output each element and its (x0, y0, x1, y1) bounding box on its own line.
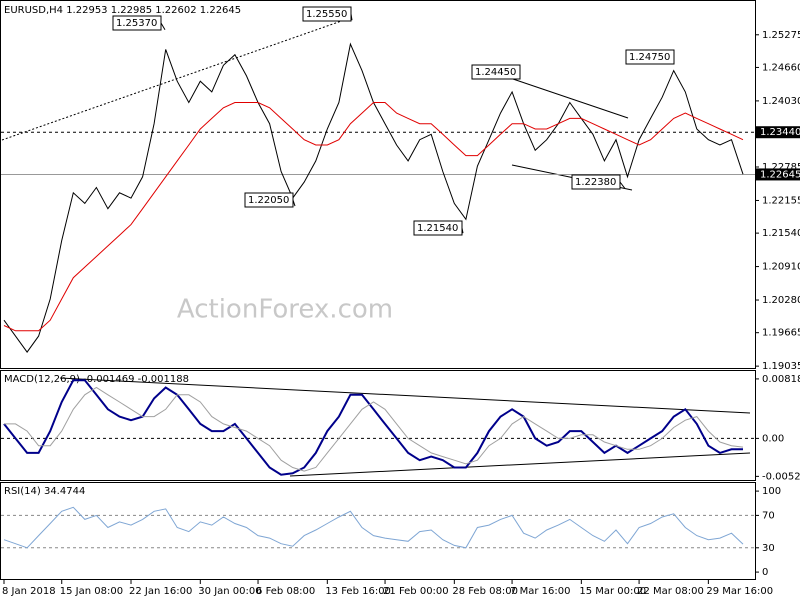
x-tick-label: 7 Mar 16:00 (510, 586, 570, 597)
x-tick-label: 6 Feb 08:00 (256, 586, 315, 597)
x-tick-label: 13 Feb 16:00 (325, 586, 391, 597)
trend-line (289, 452, 751, 477)
series-line (3, 102, 744, 332)
y-tick-label: 1.22785 (762, 162, 800, 173)
rsi-title: RSI(14) 34.4744 (4, 486, 85, 497)
y-tick-label: 1.20910 (762, 262, 800, 273)
annotation-label: 1.22050 (248, 195, 289, 206)
trend-line (509, 77, 629, 119)
price-level-box (756, 126, 800, 139)
y-tick-label: 1.25275 (762, 30, 800, 41)
x-tick-label: 22 Mar 08:00 (637, 586, 704, 597)
y-tick-label: 100 (762, 486, 781, 497)
y-tick-label: 1.19035 (762, 361, 800, 372)
annotation-label: 1.21540 (417, 223, 458, 234)
annotation-label: 1.22380 (575, 177, 616, 188)
x-tick-label: 29 Mar 16:00 (706, 586, 773, 597)
x-tick-label: 15 Jan 08:00 (60, 586, 123, 597)
y-tick-label: 1.19665 (762, 328, 800, 339)
x-tick-label: 15 Mar 00:00 (579, 586, 646, 597)
chart-title: EURUSD,H4 1.22953 1.22985 1.22602 1.2264… (4, 5, 241, 16)
macd-frame (0, 370, 756, 481)
annotation-box (571, 174, 621, 190)
y-tick-label: 0.00 (762, 433, 784, 444)
x-tick-label: 30 Jan 00:00 (198, 586, 261, 597)
annotation-box (625, 49, 675, 65)
y-tick-label: 70 (762, 510, 775, 521)
annotation-label: 1.24750 (629, 52, 670, 63)
annotation-label: 1.25370 (116, 18, 157, 29)
annotation-box (413, 220, 463, 236)
series-line (4, 386, 744, 472)
y-tick-label: 1.24030 (762, 96, 800, 107)
rsi-frame (0, 482, 756, 580)
macd-title: MACD(12,26,9) -0.001469 -0.001188 (4, 374, 189, 385)
frames (0, 0, 756, 580)
x-tick-label: 22 Jan 16:00 (129, 586, 192, 597)
y-tick-label: 1.21540 (762, 228, 800, 239)
y-tick-label: -0.005223 (762, 471, 800, 482)
y-tick-label: 0 (762, 567, 768, 578)
annotation-box (112, 15, 162, 31)
y-tick-label: 30 (762, 543, 775, 554)
annotation-label: 1.24450 (475, 67, 516, 78)
annotation-leader (619, 181, 626, 189)
annotation-box (302, 6, 352, 22)
y-tick-label: 1.24660 (762, 62, 800, 73)
annotation-label: 1.25550 (306, 9, 347, 20)
annotation-box (471, 64, 521, 80)
main-frame (0, 0, 756, 369)
y-tick-label: 1.22155 (762, 195, 800, 206)
price-level-box (756, 168, 800, 181)
x-tick-label: 8 Jan 2018 (2, 586, 56, 597)
price-level-label: 1.22645 (760, 169, 800, 180)
x-tick-label: 21 Feb 00:00 (383, 586, 449, 597)
annotation-box (244, 192, 294, 208)
price-level-label: 1.23440 (760, 127, 800, 138)
x-tick-label: 28 Feb 08:00 (452, 586, 518, 597)
trend-line (59, 377, 751, 414)
series-line (3, 379, 743, 476)
annotation-leader (160, 22, 166, 30)
y-tick-label: 0.008182 (762, 374, 800, 385)
series-line (3, 506, 744, 549)
watermark: ActionForex.com (177, 295, 393, 325)
y-tick-label: 1.20280 (762, 295, 800, 306)
